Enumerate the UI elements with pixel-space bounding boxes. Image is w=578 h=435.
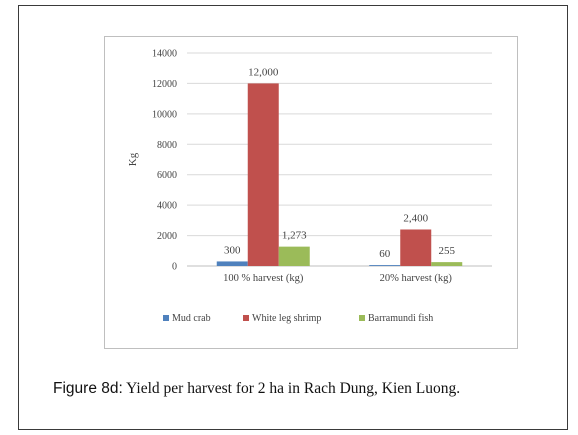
y-tick-label: 12000 <box>152 79 177 90</box>
data-label: 300 <box>224 244 241 256</box>
y-axis-title: Kg <box>127 152 139 166</box>
legend-label: Barramundi fish <box>368 313 433 324</box>
bar <box>216 261 248 266</box>
figure-caption-text: Yield per harvest for 2 ha in Rach Dung,… <box>122 380 461 397</box>
legend-swatch <box>359 315 365 321</box>
legend-swatch <box>243 315 249 321</box>
chart-area: 0 2000 4000 6000 8000 10000 12000 14000 Kg 300 12,… <box>104 36 518 349</box>
data-label: 1,273 <box>282 230 307 242</box>
y-tick-label: 14000 <box>152 49 177 60</box>
figure-caption: Figure 8d: Yield per harvest for 2 ha in… <box>53 380 460 398</box>
category-label: 100 % harvest (kg) <box>223 273 304 284</box>
figure-label: Figure 8d: <box>53 380 123 397</box>
bar <box>278 246 310 266</box>
y-tick-label: 10000 <box>152 109 177 120</box>
bar <box>431 262 463 266</box>
bar <box>400 229 432 266</box>
data-label: 2,400 <box>403 212 428 224</box>
y-tick-label: 2000 <box>157 231 177 242</box>
data-label: 60 <box>379 248 391 260</box>
legend-label: White leg shrimp <box>252 313 321 324</box>
y-tick-label: 4000 <box>157 201 177 212</box>
legend-swatch <box>163 315 169 321</box>
data-label: 255 <box>439 245 456 257</box>
figure-frame: 0 2000 4000 6000 8000 10000 12000 14000 Kg 300 12,… <box>18 5 568 430</box>
legend-label: Mud crab <box>172 313 211 324</box>
y-tick-label: 8000 <box>157 140 177 151</box>
category-label: 20% harvest (kg) <box>380 273 453 284</box>
bar <box>247 83 279 266</box>
y-tick-label: 6000 <box>157 170 177 181</box>
y-tick-label: 0 <box>172 262 177 273</box>
bar-chart: 0 2000 4000 6000 8000 10000 12000 14000 Kg 300 12,… <box>127 49 492 324</box>
bar <box>369 265 401 266</box>
data-label: 12,000 <box>248 66 279 78</box>
